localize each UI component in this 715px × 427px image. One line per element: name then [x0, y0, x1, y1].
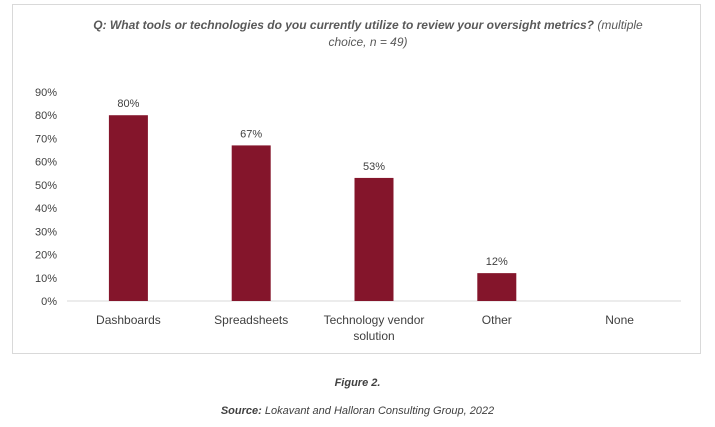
- data-label: 12%: [486, 256, 508, 268]
- y-tick-label: 60%: [35, 157, 57, 169]
- y-tick-label: 40%: [35, 203, 57, 215]
- y-tick-label: 10%: [35, 273, 57, 285]
- x-category-label: None: [605, 313, 634, 327]
- y-tick-label: 30%: [35, 226, 57, 238]
- y-tick-label: 50%: [35, 180, 57, 192]
- chart-title-question: Q: What tools or technologies do you cur…: [93, 18, 595, 32]
- y-tick-label: 70%: [35, 133, 57, 145]
- chart-title-note: (multiple choice, n = 49): [328, 18, 643, 49]
- data-label: 80%: [117, 98, 139, 110]
- bar-spreadsheets: [231, 145, 271, 301]
- y-tick-label: 90%: [35, 87, 57, 99]
- bar-technology-vendor-solution: [354, 177, 394, 301]
- x-category-label: Technology vendor: [324, 313, 425, 327]
- chart-frame: Q: What tools or technologies do you cur…: [12, 4, 701, 354]
- source-label: Source:: [220, 405, 262, 417]
- source-line: Source: Lokavant and Halloran Consulting…: [0, 405, 715, 417]
- y-tick-label: 0%: [41, 296, 57, 308]
- bar-chart: 0% 10% 20% 30% 40% 50% 60% 70% 80% 90% 80% Dashboar…: [35, 87, 681, 343]
- source-text: Lokavant and Halloran Consulting Group, …: [264, 405, 495, 417]
- y-tick-label: 20%: [35, 250, 57, 262]
- chart-title: Q: What tools or technologies do you cur…: [73, 17, 663, 51]
- data-label: 53%: [363, 161, 385, 173]
- data-label: 67%: [240, 128, 262, 140]
- bar-dashboards: [108, 115, 148, 301]
- y-tick-label: 80%: [35, 110, 57, 122]
- figure-caption: Figure 2.: [334, 377, 381, 389]
- x-category-label: Other: [482, 313, 512, 327]
- x-category-label: solution: [353, 329, 394, 343]
- bar-other: [477, 273, 517, 301]
- x-category-label: Dashboards: [96, 313, 161, 327]
- x-category-label: Spreadsheets: [214, 313, 288, 327]
